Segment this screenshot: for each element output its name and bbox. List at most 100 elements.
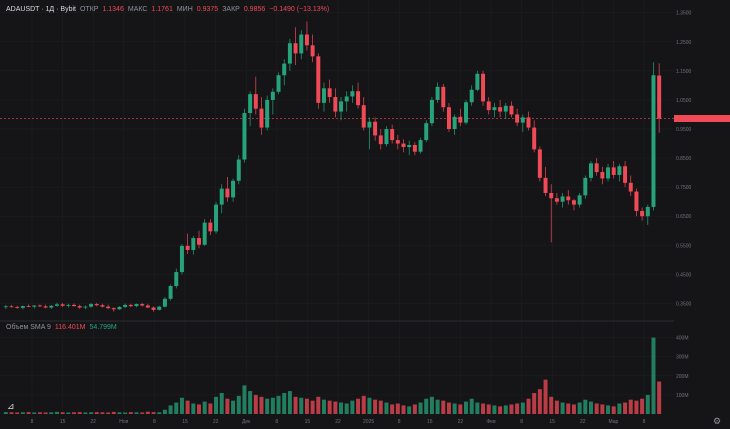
volume-bar — [253, 394, 258, 414]
candle-body — [333, 97, 338, 112]
volume-bar — [486, 404, 491, 414]
volume-bar — [401, 405, 406, 414]
candle-body — [492, 107, 497, 111]
volume-bar — [242, 385, 247, 414]
candle-body — [412, 145, 417, 152]
volume-bar — [588, 401, 593, 414]
candle-body — [418, 140, 423, 152]
candle-body — [384, 129, 389, 145]
volume-bar — [49, 412, 54, 414]
candle-body — [32, 305, 37, 307]
candle-body — [623, 166, 628, 183]
candle-body — [503, 105, 508, 112]
candle-body — [441, 86, 446, 108]
volume-bar — [321, 399, 326, 414]
volume-bar — [327, 400, 332, 414]
volume-bar — [628, 399, 633, 414]
price-axis: 1.3500 1.2500 1.1500 1.0500 0.9500 0.8500 0.75… — [676, 11, 692, 308]
low-label: МИН — [176, 6, 193, 13]
candle-body — [287, 43, 292, 64]
volume-bar — [316, 396, 321, 414]
volume-bar — [623, 402, 628, 414]
candle-body — [390, 129, 395, 141]
candle-body — [100, 305, 105, 307]
candle-body — [446, 107, 451, 130]
candle-body — [60, 304, 65, 306]
volume-bar — [367, 397, 372, 414]
volume-bar — [111, 411, 116, 414]
candle-body — [373, 121, 378, 136]
candle-body — [259, 108, 264, 128]
volume-bar — [100, 412, 105, 414]
candle-body — [361, 105, 366, 128]
candle-body — [77, 306, 82, 308]
volume-bar — [361, 395, 366, 414]
volume-bar — [214, 396, 219, 414]
gear-icon[interactable]: ⚙ — [712, 416, 722, 426]
time-axis-label: Мар — [609, 419, 619, 425]
volume-bar — [179, 397, 184, 414]
volume-bar — [72, 412, 77, 414]
candle-body — [202, 222, 207, 245]
candle-body — [600, 172, 605, 179]
candle-body — [15, 306, 20, 308]
candle-body — [72, 304, 77, 307]
candle-body — [339, 101, 344, 112]
volume-bar — [304, 398, 309, 414]
volume-bar — [15, 412, 20, 414]
candle-body — [89, 304, 94, 307]
candle-body — [566, 196, 571, 201]
time-axis-label: Ноя — [119, 419, 128, 425]
volume-indicator-label[interactable]: Объем SMA 9 — [6, 324, 51, 331]
volume-bar — [191, 403, 196, 414]
volume-bar — [350, 400, 355, 414]
candle-body — [299, 34, 304, 54]
volume-bar — [583, 399, 588, 414]
candle-body — [571, 200, 576, 205]
candle-body — [509, 105, 514, 115]
symbol-label[interactable]: ADAUSDT · 1Д · Bybit — [6, 6, 76, 13]
ohlc-legend: ADAUSDT · 1Д · Bybit ОТКР 1.1346 МАКС 1.… — [6, 6, 329, 13]
volume-bar — [339, 402, 344, 414]
volume-bar — [645, 394, 650, 414]
candle-body — [20, 306, 25, 308]
candle-body — [458, 116, 463, 123]
candle-body — [475, 73, 480, 90]
volume-bar — [37, 412, 42, 414]
volume-bar — [378, 400, 383, 414]
candle-body — [611, 167, 616, 175]
volume-bar — [32, 412, 37, 414]
volume-bar — [606, 405, 611, 414]
candle-body — [253, 94, 258, 109]
volume-bar — [162, 409, 167, 414]
time-axis-label: 8 — [31, 419, 34, 425]
candle-body — [310, 45, 315, 57]
time-axis-label: Фев — [486, 419, 496, 425]
candle-body — [537, 149, 542, 178]
price-axis-label: 0.5500 — [676, 243, 692, 249]
candle-body — [145, 305, 150, 308]
volume-bar — [429, 396, 434, 414]
close-value: 0.9856 — [243, 6, 266, 13]
low-value: 0.9375 — [196, 6, 219, 13]
volume-bar — [89, 412, 94, 414]
volume-bar — [259, 396, 264, 414]
candle-body — [321, 88, 326, 103]
volume-sma-value: 54.799M — [89, 324, 117, 331]
volume-bar — [390, 404, 395, 414]
candle-body — [3, 306, 8, 308]
volume-bar — [356, 398, 361, 414]
volume-bar — [26, 412, 31, 414]
volume-bar — [498, 406, 503, 414]
price-axis-label: 0.7500 — [676, 185, 692, 191]
close-label: ЗАКР — [222, 6, 240, 13]
tradingview-logo-icon[interactable]: ⊿ — [7, 401, 15, 411]
volume-bar — [657, 381, 662, 414]
time-axis-label: 8 — [153, 419, 156, 425]
volume-bar — [418, 402, 423, 414]
volume-bar — [128, 412, 133, 414]
candle-body — [83, 306, 88, 308]
candle-body — [520, 117, 525, 123]
volume-bar — [566, 403, 571, 414]
